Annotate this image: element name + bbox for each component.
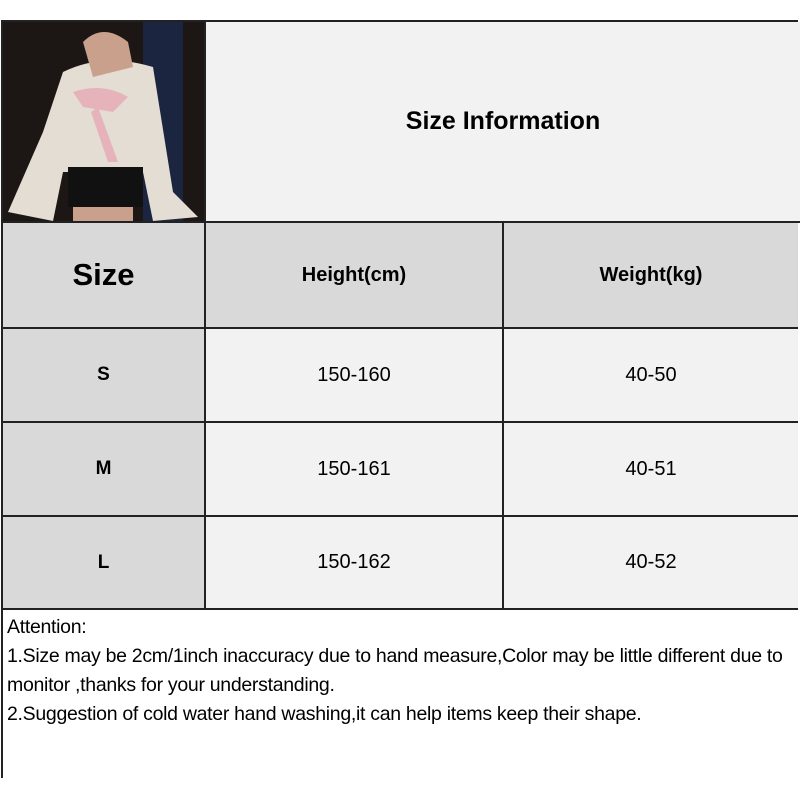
attention-line-2: 2.Suggestion of cold water hand washing,… — [7, 703, 642, 725]
header-height: Height(cm) — [206, 223, 504, 329]
row-size-s: S — [3, 329, 206, 423]
header-size: Size — [3, 223, 206, 329]
attention-line-1: 1.Size may be 2cm/1inch inaccuracy due t… — [7, 645, 783, 696]
header-weight: Weight(kg) — [504, 223, 798, 329]
product-photo-illustration — [3, 22, 204, 221]
size-chart-table: Size Information Size Height(cm) Weight(… — [1, 20, 800, 778]
row-height-l: 150-162 — [206, 517, 504, 610]
row-height-m: 150-161 — [206, 423, 504, 517]
row-weight-l: 40-52 — [504, 517, 798, 610]
product-photo — [3, 22, 206, 223]
attention-heading: Attention: — [7, 616, 87, 638]
row-weight-s: 40-50 — [504, 329, 798, 423]
row-size-m: M — [3, 423, 206, 517]
attention-notes: Attention: 1.Size may be 2cm/1inch inacc… — [3, 610, 798, 778]
row-height-s: 150-160 — [206, 329, 504, 423]
row-size-l: L — [3, 517, 206, 610]
page-title: Size Information — [206, 22, 800, 223]
row-weight-m: 40-51 — [504, 423, 798, 517]
